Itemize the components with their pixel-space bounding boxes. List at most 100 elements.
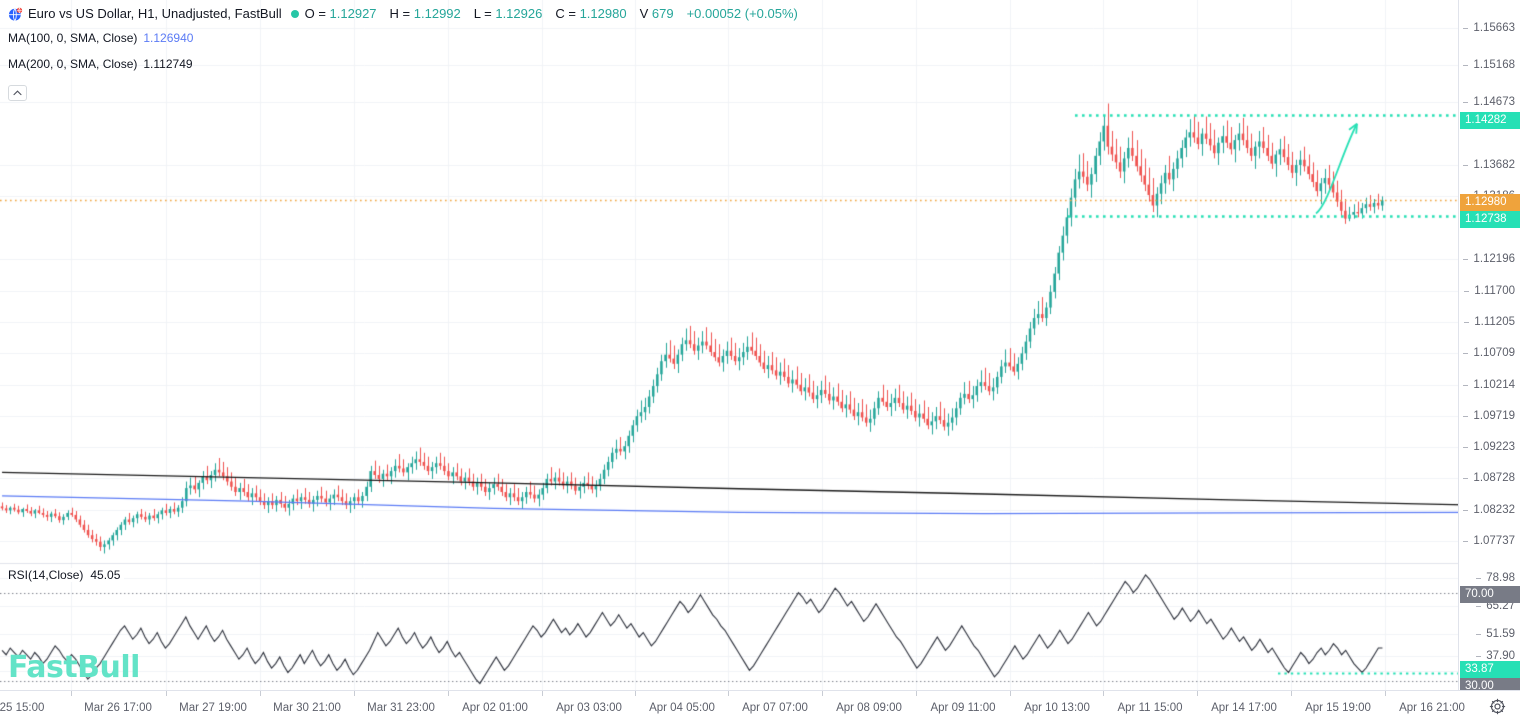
axis-tick-dash — [1476, 606, 1482, 607]
axis-tick-label: 1.08728 — [1473, 472, 1515, 484]
price-axis-tick-6: 1.11700 — [1464, 285, 1515, 298]
time-axis-tick-5: Apr 02 01:00 — [462, 702, 528, 714]
axis-tick-label: 1.15168 — [1473, 59, 1515, 71]
time-axis-tick-11: Apr 10 13:00 — [1024, 702, 1090, 714]
time-axis-separator-6 — [542, 691, 543, 696]
chart-settings-button[interactable] — [1489, 698, 1506, 715]
axis-tick-label: 78.98 — [1486, 572, 1515, 584]
price-axis-badge-1[interactable]: 1.12980 — [1460, 194, 1520, 211]
time-axis-separator-8 — [728, 691, 729, 696]
axis-tick-dash — [1463, 510, 1469, 511]
axis-tick-dash — [1476, 634, 1482, 635]
axis-tick-label: 1.11205 — [1474, 316, 1515, 328]
axis-tick-dash — [1464, 322, 1470, 323]
axis-tick-dash — [1463, 353, 1469, 354]
price-axis-tick-1: 1.15168 — [1463, 59, 1515, 72]
time-axis-separator-11 — [1010, 691, 1011, 696]
rsi-axis-tick-1: 51.59 — [1476, 628, 1515, 641]
price-axis-tick-5: 1.12196 — [1463, 253, 1515, 266]
time-axis-tick-0: 25 15:00 — [0, 702, 45, 714]
price-axis[interactable]: 1.156631.151681.146731.136821.131861.121… — [1458, 0, 1520, 721]
rsi-value: 45.05 — [90, 568, 121, 582]
time-axis-tick-8: Apr 07 07:00 — [742, 702, 808, 714]
time-axis-tick-15: Apr 16 21:00 — [1399, 702, 1465, 714]
time-axis-separator-1 — [71, 691, 72, 696]
price-axis-tick-12: 1.08728 — [1463, 472, 1515, 485]
rsi-label: RSI(14,Close) — [8, 568, 84, 582]
price-axis-badge-0[interactable]: 1.14282 — [1460, 112, 1520, 129]
price-axis-tick-11: 1.09223 — [1463, 441, 1515, 454]
time-axis-separator-15 — [1385, 691, 1386, 696]
time-axis-tick-14: Apr 15 19:00 — [1305, 702, 1371, 714]
axis-tick-label: 1.10709 — [1473, 347, 1515, 359]
axis-tick-dash — [1463, 416, 1469, 417]
time-axis-separator-4 — [354, 691, 355, 696]
axis-tick-label: 1.13682 — [1473, 159, 1515, 171]
axis-tick-dash — [1463, 259, 1469, 260]
time-axis-separator-2 — [166, 691, 167, 696]
rsi-legend[interactable]: RSI(14,Close) 45.05 — [8, 568, 125, 582]
axis-tick-label: 1.14673 — [1473, 96, 1515, 108]
time-axis-separator-12 — [1103, 691, 1104, 696]
price-axis-tick-14: 1.07737 — [1463, 535, 1515, 548]
time-axis-separator-13 — [1197, 691, 1198, 696]
axis-tick-label: 1.15663 — [1473, 22, 1515, 34]
axis-tick-dash — [1463, 28, 1469, 29]
axis-tick-dash — [1463, 478, 1469, 479]
axis-tick-dash — [1463, 541, 1469, 542]
time-axis-tick-2: Mar 27 19:00 — [179, 702, 247, 714]
time-axis-tick-1: Mar 26 17:00 — [84, 702, 152, 714]
time-axis-tick-3: Mar 30 21:00 — [273, 702, 341, 714]
axis-tick-label: 65.27 — [1486, 600, 1515, 612]
time-axis[interactable]: 25 15:00 Mar 26 17:00 Mar 27 19:00 Mar 30 2… — [0, 690, 1520, 721]
axis-tick-label: 1.09719 — [1473, 410, 1515, 422]
time-axis-tick-4: Mar 31 23:00 — [367, 702, 435, 714]
time-axis-tick-6: Apr 03 03:00 — [556, 702, 622, 714]
axis-tick-dash — [1463, 385, 1469, 386]
axis-tick-label: 51.59 — [1486, 628, 1515, 640]
axis-tick-dash — [1463, 102, 1469, 103]
price-axis-tick-8: 1.10709 — [1463, 347, 1515, 360]
price-axis-tick-7: 1.11205 — [1464, 316, 1515, 329]
axis-tick-dash — [1463, 165, 1469, 166]
legend-collapse-button[interactable] — [8, 85, 27, 101]
price-axis-tick-0: 1.15663 — [1463, 22, 1515, 35]
axis-tick-dash — [1476, 578, 1482, 579]
axis-tick-dash — [1464, 291, 1470, 292]
price-axis-tick-13: 1.08232 — [1463, 504, 1515, 517]
rsi-axis-tick-0: 78.98 — [1476, 572, 1515, 585]
axis-tick-dash — [1476, 656, 1482, 657]
time-axis-separator-3 — [260, 691, 261, 696]
time-axis-tick-7: Apr 04 05:00 — [649, 702, 715, 714]
time-axis-separator-7 — [635, 691, 636, 696]
chevron-up-icon — [13, 90, 22, 96]
axis-tick-dash — [1463, 65, 1469, 66]
axis-tick-label: 1.07737 — [1473, 535, 1515, 547]
time-axis-separator-9 — [822, 691, 823, 696]
axis-tick-label: 37.90 — [1486, 650, 1515, 662]
axis-tick-label: 1.11700 — [1474, 285, 1515, 297]
price-axis-badge-2[interactable]: 1.12738 — [1460, 211, 1520, 228]
time-axis-tick-12: Apr 11 15:00 — [1117, 702, 1183, 714]
rsi-axis-tick-hidden-1: 37.90 — [1476, 650, 1515, 663]
time-axis-tick-9: Apr 08 09:00 — [836, 702, 902, 714]
price-axis-tick-9: 1.10214 — [1463, 379, 1515, 392]
axis-tick-dash — [1463, 447, 1469, 448]
time-axis-separator-5 — [448, 691, 449, 696]
time-axis-tick-13: Apr 14 17:00 — [1211, 702, 1277, 714]
price-axis-tick-2: 1.14673 — [1463, 96, 1515, 109]
axis-tick-label: 1.09223 — [1473, 441, 1515, 453]
price-axis-tick-3: 1.13682 — [1463, 159, 1515, 172]
gear-icon — [1489, 698, 1506, 715]
rsi-axis-badge-1[interactable]: 33.87 — [1460, 661, 1520, 678]
time-axis-separator-14 — [1291, 691, 1292, 696]
rsi-axis-tick-hidden-0: 65.27 — [1476, 600, 1515, 613]
time-axis-tick-10: Apr 09 11:00 — [930, 702, 996, 714]
axis-tick-label: 1.10214 — [1473, 379, 1515, 391]
time-axis-separator-10 — [916, 691, 917, 696]
rsi-axis-badge-0[interactable]: 70.00 — [1460, 586, 1520, 603]
axis-tick-label: 1.08232 — [1473, 504, 1515, 516]
axis-tick-label: 1.12196 — [1473, 253, 1515, 265]
